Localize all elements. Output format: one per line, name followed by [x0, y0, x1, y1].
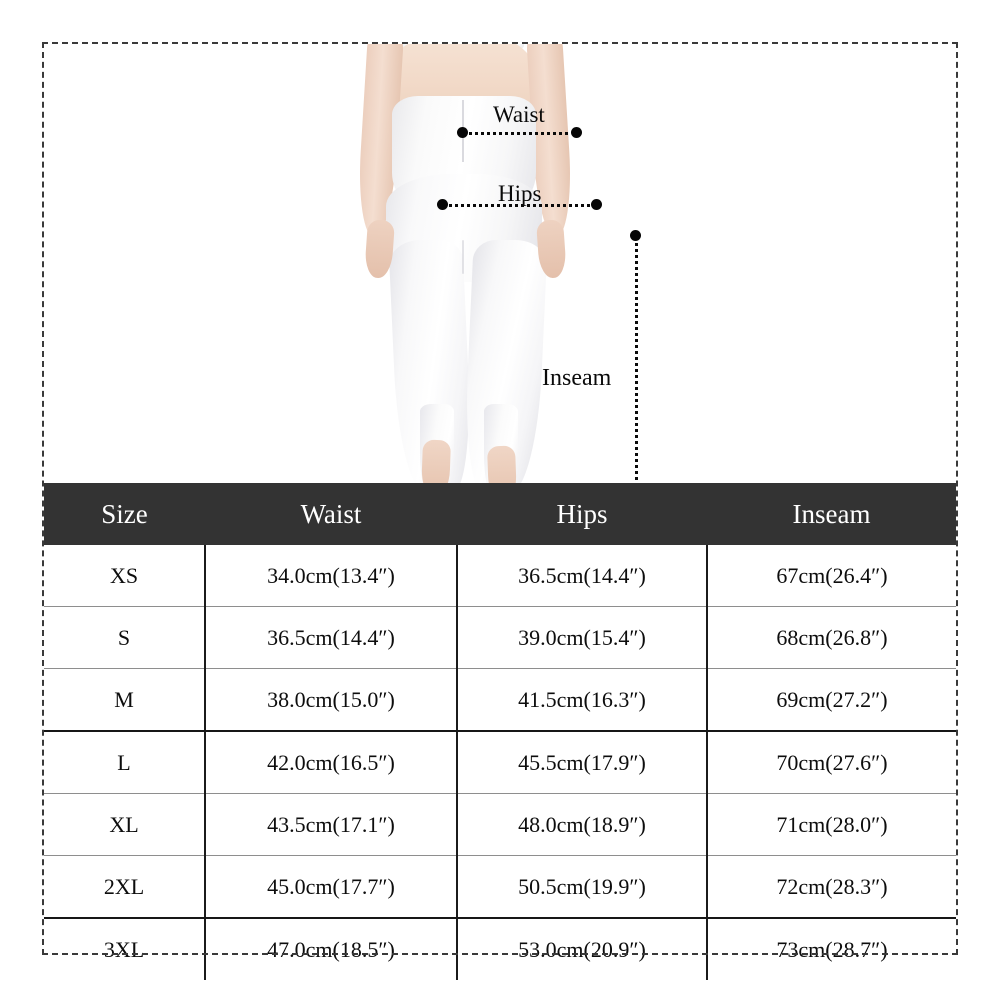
cell-waist: 42.0cm(16.5″) — [205, 731, 458, 794]
cell-size: XL — [44, 793, 206, 856]
cell-hips: 50.5cm(19.9″) — [457, 855, 708, 919]
cell-hips: 41.5cm(16.3″) — [457, 668, 708, 732]
cell-size: 3XL — [44, 918, 206, 980]
cell-size: L — [44, 731, 206, 794]
cell-waist: 45.0cm(17.7″) — [205, 855, 458, 919]
cell-hips: 53.0cm(20.9″) — [457, 918, 708, 980]
inseam-measure-line — [635, 237, 638, 483]
inseam-annotation-label: Inseam — [542, 365, 612, 391]
table-row: XL 43.5cm(17.1″) 48.0cm(18.9″) 71cm(28.0″) — [44, 793, 956, 856]
cell-inseam: 67cm(26.4″) — [707, 545, 956, 607]
cell-inseam: 71cm(28.0″) — [707, 793, 956, 856]
cell-size: S — [44, 606, 206, 669]
column-header-size: Size — [44, 483, 205, 545]
cell-waist: 34.0cm(13.4″) — [205, 545, 458, 607]
column-header-hips: Hips — [457, 483, 707, 545]
left-ankle — [421, 439, 451, 483]
hips-measure-line — [442, 204, 596, 207]
waist-endpoint-right-icon — [571, 127, 582, 138]
cell-hips: 48.0cm(18.9″) — [457, 793, 708, 856]
cell-inseam: 73cm(28.7″) — [707, 918, 956, 980]
size-chart-table: Size Waist Hips Inseam XS 34.0cm(13.4″) 36… — [44, 483, 956, 980]
table-row: XS 34.0cm(13.4″) 36.5cm(14.4″) 67cm(26.4″) — [44, 545, 956, 607]
cell-size: 2XL — [44, 855, 206, 919]
column-header-inseam: Inseam — [707, 483, 956, 545]
waist-endpoint-left-icon — [457, 127, 468, 138]
waist-measure-line — [462, 132, 576, 135]
cell-size: M — [44, 668, 206, 732]
table-row: M 38.0cm(15.0″) 41.5cm(16.3″) 69cm(27.2″) — [44, 668, 956, 732]
table-row: 3XL 47.0cm(18.5″) 53.0cm(20.9″) 73cm(28.7″) — [44, 918, 956, 980]
cell-hips: 39.0cm(15.4″) — [457, 606, 708, 669]
cell-inseam: 68cm(26.8″) — [707, 606, 956, 669]
product-photo: Waist Hips Inseam — [44, 44, 956, 483]
cell-waist: 43.5cm(17.1″) — [205, 793, 458, 856]
table-header-row: Size Waist Hips Inseam — [44, 483, 956, 545]
cell-waist: 38.0cm(15.0″) — [205, 668, 458, 732]
table-row: S 36.5cm(14.4″) 39.0cm(15.4″) 68cm(26.8″) — [44, 606, 956, 669]
model-figure — [44, 44, 956, 483]
hips-endpoint-right-icon — [591, 199, 602, 210]
cell-size: XS — [44, 545, 206, 607]
waist-annotation-label: Waist — [493, 102, 545, 127]
cell-inseam: 69cm(27.2″) — [707, 668, 956, 732]
cell-hips: 36.5cm(14.4″) — [457, 545, 708, 607]
table-row: 2XL 45.0cm(17.7″) 50.5cm(19.9″) 72cm(28.3″) — [44, 855, 956, 919]
inseam-endpoint-top-icon — [630, 230, 641, 241]
column-header-waist: Waist — [205, 483, 457, 545]
cell-waist: 36.5cm(14.4″) — [205, 606, 458, 669]
hips-endpoint-left-icon — [437, 199, 448, 210]
cell-inseam: 72cm(28.3″) — [707, 855, 956, 919]
right-ankle — [487, 445, 517, 483]
cell-waist: 47.0cm(18.5″) — [205, 918, 458, 980]
cell-inseam: 70cm(27.6″) — [707, 731, 956, 794]
table-row: L 42.0cm(16.5″) 45.5cm(17.9″) 70cm(27.6″) — [44, 731, 956, 794]
hips-annotation-label: Hips — [498, 181, 542, 206]
inseam-seam — [462, 240, 464, 274]
cell-hips: 45.5cm(17.9″) — [457, 731, 708, 794]
